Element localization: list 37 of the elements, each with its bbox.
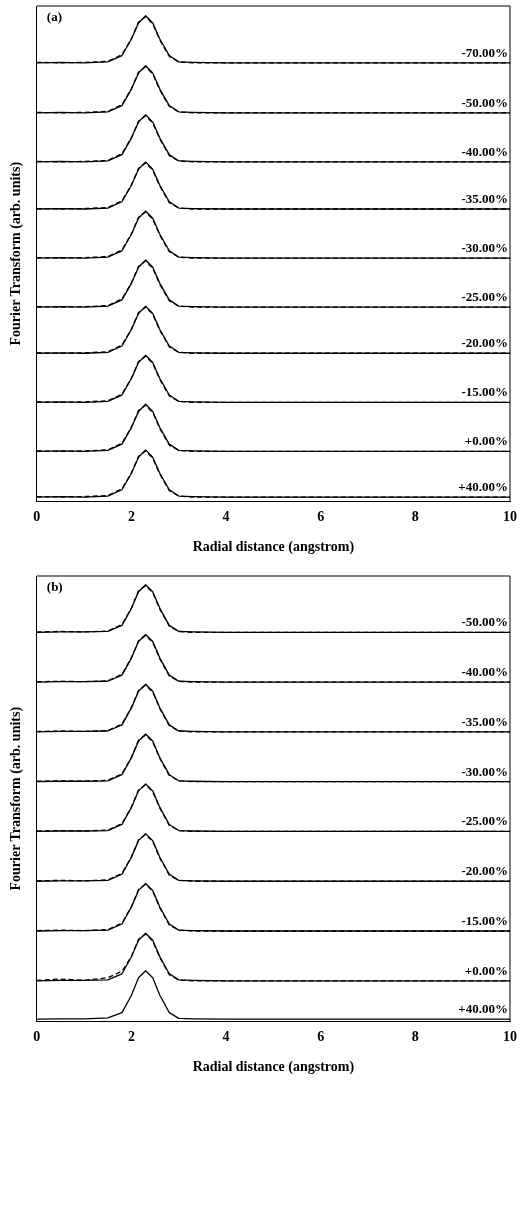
y-axis-title: Fourier Transform (arb. units) [8, 706, 25, 891]
series-label: -15.00% [461, 912, 508, 928]
y-axis-title: Fourier Transform (arb. units) [8, 161, 25, 346]
x-tick-label: 4 [222, 509, 230, 525]
series-label: -40.00% [461, 663, 508, 679]
series-label: -35.00% [461, 713, 508, 729]
x-axis-title: Radial distance (angstrom) [192, 539, 355, 556]
series-label: -20.00% [461, 863, 508, 879]
x-tick-label: 4 [222, 1029, 230, 1045]
series-label: -25.00% [461, 813, 508, 829]
series-label: -35.00% [461, 190, 508, 206]
series-label: -40.00% [461, 143, 508, 159]
x-tick-label: 2 [127, 1029, 135, 1045]
series-label: +0.00% [464, 962, 508, 978]
x-tick-label: 0 [33, 1029, 41, 1045]
series-label: +0.00% [464, 433, 508, 449]
x-axis-title: Radial distance (angstrom) [192, 1059, 355, 1076]
series-label: +40.00% [458, 1001, 508, 1017]
series-label: -30.00% [461, 239, 508, 255]
series-label: -50.00% [461, 94, 508, 110]
series-label: -70.00% [461, 44, 508, 60]
series-label: -25.00% [461, 288, 508, 304]
series-label: +40.00% [458, 478, 508, 494]
series-label: -50.00% [461, 614, 508, 630]
series-label: -15.00% [461, 384, 508, 400]
x-tick-label: 10 [503, 509, 517, 525]
x-tick-label: 10 [503, 1029, 517, 1045]
series-label: -20.00% [461, 335, 508, 351]
x-tick-label: 6 [317, 1029, 325, 1045]
series-label: -30.00% [461, 763, 508, 779]
x-tick-label: 8 [411, 1029, 419, 1045]
annotation: (a) [46, 8, 62, 24]
x-tick-label: 8 [411, 509, 419, 525]
x-tick-label: 2 [127, 509, 135, 525]
x-tick-label: 6 [317, 509, 325, 525]
x-tick-label: 0 [33, 509, 41, 525]
annotation: (b) [46, 578, 63, 594]
